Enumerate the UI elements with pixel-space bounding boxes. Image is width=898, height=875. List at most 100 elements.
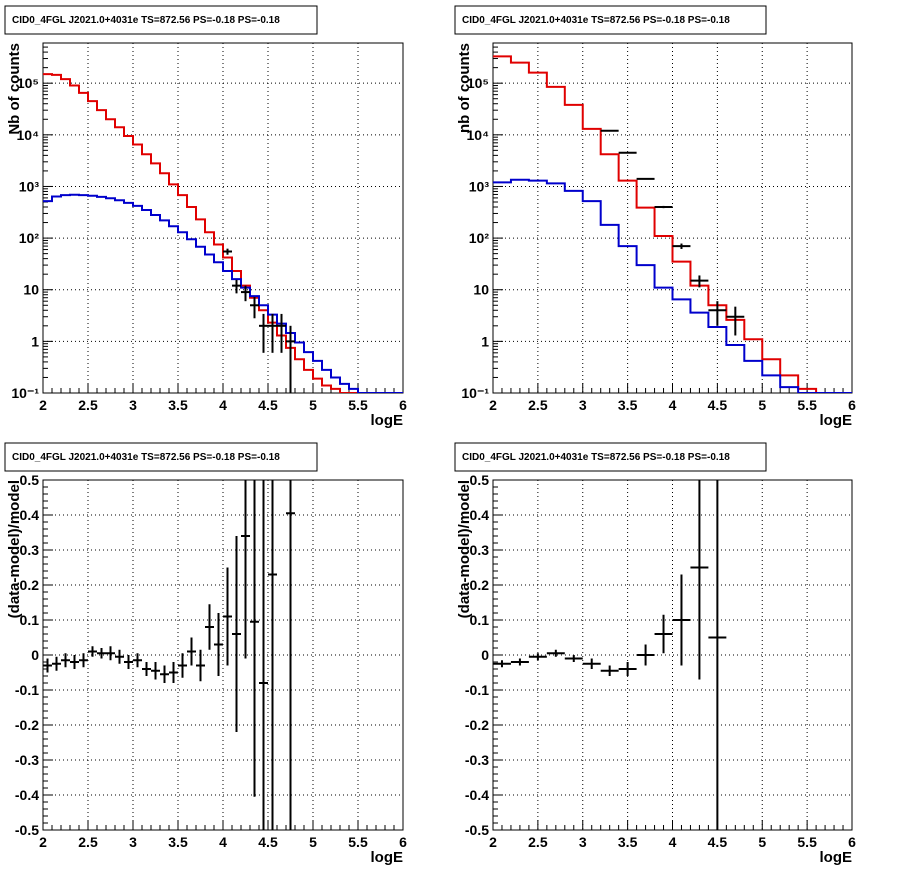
x-tick-label: 5.5 — [348, 834, 368, 850]
residual-point — [672, 574, 691, 666]
x-tick-label: 2.5 — [528, 397, 548, 413]
residual-point — [654, 614, 673, 654]
y-tick-label: 1 — [31, 333, 39, 349]
data-point — [259, 313, 268, 353]
chart-title-box: CID0_4FGL J2021.0+4031e TS=872.56 PS=-0.… — [454, 5, 767, 35]
grid-lines — [43, 480, 403, 830]
y-tick-label: 0.5 — [20, 472, 40, 488]
x-tick-label: 6 — [848, 397, 856, 413]
residual-point — [169, 662, 178, 683]
residual-point — [133, 653, 142, 668]
data-point — [636, 177, 655, 180]
y-tick-label: -0.4 — [15, 787, 39, 803]
y-tick-label: -0.2 — [465, 717, 489, 733]
y-tick-label: 10 — [23, 282, 39, 298]
x-tick-label: 2 — [39, 834, 47, 850]
y-tick-labels: -0.5 -0.4 -0.3 -0.2 -0.1 0 0.1 0.2 0.3 0.4 0.5 — [15, 472, 39, 838]
x-tick-label: 2.5 — [78, 834, 98, 850]
y-axis-ticks — [493, 42, 503, 394]
x-axis-title: logE — [820, 412, 853, 429]
x-tick-label: 5 — [309, 834, 317, 850]
residual-point — [232, 536, 241, 732]
x-tick-label: 2 — [39, 397, 47, 413]
y-tick-labels: 10⁻¹ 1 10 10² 10³ 10⁴ 10⁵ — [461, 75, 489, 401]
residual-point — [178, 653, 187, 678]
residual-point — [546, 649, 565, 657]
y-tick-label: -0.4 — [465, 787, 489, 803]
x-tick-label: 3.5 — [168, 834, 188, 850]
chart-title: CID0_4FGL J2021.0+4031e TS=872.56 PS=-0.… — [12, 452, 280, 463]
x-tick-label: 2.5 — [78, 397, 98, 413]
panel-1: CID0_4FGL J2021.0+4031e TS=872.56 PS=-0.… — [4, 5, 407, 429]
y-axis-title: (data-model)/model — [6, 480, 23, 618]
x-tick-label: 5 — [758, 834, 766, 850]
x-tick-label: 4.5 — [708, 834, 728, 850]
residual-point — [61, 653, 70, 668]
x-tick-labels: 2 2.5 3 3.5 4 4.5 5 5.5 6 — [489, 834, 856, 850]
x-tick-label: 4 — [669, 834, 677, 850]
x-axis-ticks — [42, 820, 404, 830]
residual-point — [79, 653, 88, 668]
y-tick-label: 10³ — [469, 178, 490, 194]
y-tick-label: 10⁴ — [17, 127, 40, 143]
title-box-frame — [454, 5, 767, 35]
residual-point — [115, 649, 124, 664]
y-tick-label: 10³ — [19, 178, 40, 194]
chart-title-box: CID0_4FGL J2021.0+4031e TS=872.56 PS=-0.… — [4, 442, 318, 472]
residual-point — [268, 480, 277, 830]
x-tick-label: 3 — [129, 397, 137, 413]
x-tick-label: 4 — [219, 834, 227, 850]
y-tick-label: 0 — [481, 647, 489, 663]
residual-point — [214, 613, 223, 676]
data-point — [250, 297, 259, 319]
residual-point — [528, 653, 547, 661]
x-tick-label: 5 — [309, 397, 317, 413]
y-tick-label: 10⁵ — [467, 75, 489, 91]
y-tick-label: 0.3 — [20, 542, 40, 558]
grid-lines — [493, 480, 852, 830]
data-point — [223, 248, 232, 255]
y-tick-label: -0.5 — [465, 822, 489, 838]
grid-lines — [43, 43, 403, 393]
title-box-frame — [4, 442, 318, 472]
residual-point — [187, 637, 196, 666]
y-tick-label: 10 — [473, 282, 489, 298]
x-tick-label: 3 — [579, 834, 587, 850]
title-box-frame — [454, 442, 767, 472]
data-point — [268, 313, 277, 353]
x-axis-ticks — [492, 383, 853, 393]
y-tick-label: 0.2 — [470, 577, 490, 593]
y-tick-label: 0.2 — [20, 577, 40, 593]
plot-content — [43, 73, 403, 393]
x-tick-label: 2.5 — [528, 834, 548, 850]
x-tick-label: 3 — [129, 834, 137, 850]
residual-point — [241, 480, 250, 659]
y-tick-label: 0.4 — [470, 507, 490, 523]
data-point — [241, 285, 250, 302]
y-tick-label: -0.3 — [465, 752, 489, 768]
y-tick-label: -0.1 — [465, 682, 489, 698]
x-tick-label: 6 — [848, 834, 856, 850]
y-axis-title: nb of counts — [456, 43, 473, 133]
data-point — [232, 279, 241, 294]
data-point — [654, 205, 673, 209]
x-axis-title: logE — [820, 849, 853, 866]
y-tick-label: 0.5 — [470, 472, 490, 488]
y-tick-label: 0.4 — [20, 507, 40, 523]
residual-point — [564, 655, 583, 662]
model-total-histogram — [493, 55, 852, 393]
residual-points — [493, 480, 727, 830]
residual-point — [259, 480, 268, 830]
residual-point — [88, 646, 97, 657]
x-tick-label: 5 — [758, 397, 766, 413]
x-tick-labels: 2 2.5 3 3.5 4 4.5 5 5.5 6 — [39, 834, 407, 850]
y-tick-label: 0.1 — [470, 612, 490, 628]
residual-point — [618, 662, 637, 676]
residual-point — [510, 658, 529, 666]
residual-point — [196, 649, 205, 682]
y-axis-ticks — [43, 479, 53, 831]
residual-point — [97, 648, 106, 659]
residual-point — [582, 658, 601, 669]
residual-point — [52, 656, 61, 671]
